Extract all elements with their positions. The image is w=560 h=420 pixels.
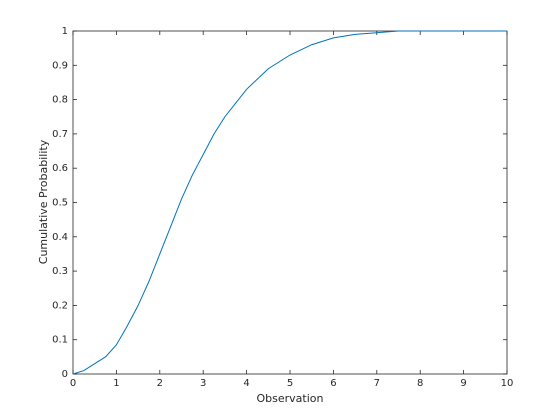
x-tick-label: 8 — [417, 378, 423, 389]
x-tick-label: 10 — [501, 378, 514, 389]
y-tick-label: 0.3 — [52, 266, 68, 277]
x-tick-label: 7 — [374, 378, 380, 389]
x-tick-label: 3 — [200, 378, 206, 389]
y-tick-label: 0.1 — [52, 335, 68, 346]
y-tick-label: 1 — [62, 26, 68, 37]
x-tick-label: 0 — [70, 378, 76, 389]
y-axis-label: Cumulative Probability — [37, 139, 50, 264]
y-tick-label: 0.7 — [52, 129, 68, 140]
x-tick-label: 2 — [157, 378, 163, 389]
y-tick-label: 0.8 — [52, 95, 68, 106]
y-tick-label: 0 — [62, 369, 68, 380]
plot-area — [72, 30, 508, 375]
x-axis-label: Observation — [257, 392, 324, 405]
x-tick-label: 4 — [243, 378, 249, 389]
x-tick-label: 6 — [330, 378, 336, 389]
x-tick-label: 9 — [460, 378, 466, 389]
y-tick-label: 0.6 — [52, 163, 68, 174]
x-tick-label: 1 — [113, 378, 119, 389]
x-tick-label: 5 — [287, 378, 293, 389]
y-tick-label: 0.5 — [52, 198, 68, 209]
y-tick-label: 0.9 — [52, 60, 68, 71]
y-tick-label: 0.4 — [52, 232, 68, 243]
cdf-line — [72, 30, 507, 375]
y-tick-label: 0.2 — [52, 300, 68, 311]
